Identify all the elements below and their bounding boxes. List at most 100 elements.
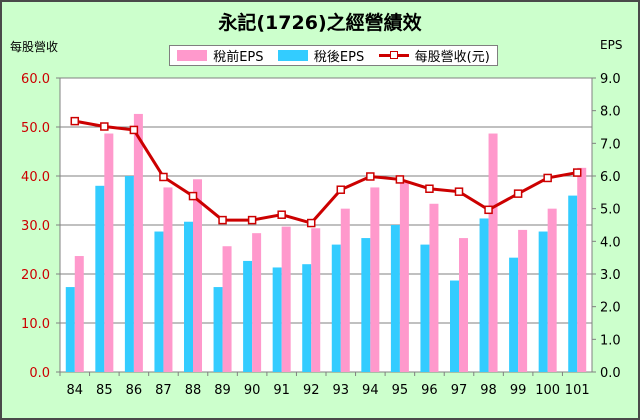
point-revenue xyxy=(572,168,582,177)
bar-pretax-eps xyxy=(399,182,409,372)
bar-aftertax-eps xyxy=(124,176,134,372)
point-revenue xyxy=(277,210,286,219)
left-tick-label: 50.0 xyxy=(21,121,50,136)
bar-pretax-eps xyxy=(311,228,321,372)
x-tick-label: 100 xyxy=(535,383,560,398)
bar-pretax-eps xyxy=(577,167,587,372)
bar-pretax-eps xyxy=(133,113,143,372)
bar-pretax-eps xyxy=(104,133,114,372)
left-tick-label: 60.0 xyxy=(21,72,50,87)
x-tick-label: 87 xyxy=(155,383,172,398)
right-axis-title: EPS xyxy=(600,38,623,52)
bar-aftertax-eps xyxy=(95,185,105,372)
bar-aftertax-eps xyxy=(390,225,400,372)
legend-label-aftertax: 稅後EPS xyxy=(313,50,365,65)
legend-swatch-aftertax xyxy=(277,50,308,61)
bar-aftertax-eps xyxy=(361,238,371,372)
x-tick-label: 93 xyxy=(333,383,350,398)
point-revenue xyxy=(159,172,168,182)
legend-swatch-pretax xyxy=(177,50,208,61)
right-tick-label: 0.0 xyxy=(600,366,621,381)
legend-item-pretax: 稅前EPS xyxy=(177,46,264,65)
left-tick-label: 0.0 xyxy=(29,366,50,381)
bar-pretax-eps xyxy=(163,187,173,372)
point-revenue xyxy=(70,116,80,126)
left-axis-title: 每股營收 xyxy=(10,40,59,54)
point-revenue xyxy=(129,125,139,135)
point-revenue xyxy=(306,218,316,228)
legend-label-pretax: 稅前EPS xyxy=(213,50,264,65)
point-revenue xyxy=(513,189,523,198)
point-revenue xyxy=(543,173,552,183)
right-tick-label: 3.0 xyxy=(600,268,621,283)
x-tick-label: 84 xyxy=(67,383,84,398)
line-revenue xyxy=(74,119,578,225)
x-tick-label: 92 xyxy=(303,383,320,398)
bar-pretax-eps xyxy=(222,246,232,372)
left-tick-label: 30.0 xyxy=(21,219,50,234)
bar-pretax-eps xyxy=(459,238,468,372)
bar-aftertax-eps xyxy=(479,218,489,372)
legend: 稅前EPS 稅後EPS 每股營收(元) xyxy=(169,45,498,66)
right-tick-label: 6.0 xyxy=(600,170,621,185)
bar-aftertax-eps xyxy=(154,231,164,372)
point-revenue xyxy=(188,191,198,201)
bar-aftertax-eps xyxy=(538,231,548,372)
x-tick-label: 85 xyxy=(96,383,113,398)
x-tick-label: 99 xyxy=(510,383,527,398)
right-tick-label: 1.0 xyxy=(600,333,621,348)
bar-aftertax-eps xyxy=(420,244,430,372)
bar-pretax-eps xyxy=(252,233,262,372)
bar-aftertax-eps xyxy=(65,287,75,372)
x-tick-label: 91 xyxy=(273,383,290,398)
x-tick-label: 90 xyxy=(244,383,261,398)
chart-title: 永記(1726)之經營績效 xyxy=(218,12,422,34)
right-tick-label: 2.0 xyxy=(600,301,621,316)
legend-label-revenue: 每股營收(元) xyxy=(414,50,490,65)
x-tick-label: 97 xyxy=(451,383,468,398)
x-tick-label: 96 xyxy=(421,383,438,398)
bar-aftertax-eps xyxy=(243,260,253,372)
legend-item-revenue: 每股營收(元) xyxy=(378,46,490,65)
legend-swatch-revenue xyxy=(378,50,409,61)
right-tick-label: 5.0 xyxy=(600,203,621,218)
x-tick-label: 86 xyxy=(126,383,143,398)
point-revenue xyxy=(247,215,257,225)
x-tick-label: 89 xyxy=(214,383,231,398)
x-tick-label: 101 xyxy=(565,383,590,398)
bar-pretax-eps xyxy=(488,133,498,372)
point-revenue xyxy=(336,185,346,194)
point-revenue xyxy=(218,215,227,225)
bar-aftertax-eps xyxy=(568,195,578,372)
bar-aftertax-eps xyxy=(450,280,459,372)
right-tick-label: 9.0 xyxy=(600,72,621,87)
x-tick-label: 95 xyxy=(392,383,409,398)
bar-pretax-eps xyxy=(370,187,380,372)
bar-aftertax-eps xyxy=(331,244,341,372)
bar-aftertax-eps xyxy=(272,267,282,372)
bar-aftertax-eps xyxy=(184,221,193,372)
bar-pretax-eps xyxy=(281,226,291,372)
bar-pretax-eps xyxy=(518,229,528,372)
bar-aftertax-eps xyxy=(213,287,223,372)
point-revenue xyxy=(425,184,434,193)
bar-pretax-eps xyxy=(193,179,202,372)
bar-pretax-eps xyxy=(547,208,557,372)
right-tick-label: 8.0 xyxy=(600,105,621,120)
point-revenue xyxy=(366,172,375,181)
left-tick-label: 40.0 xyxy=(21,170,50,185)
bar-pretax-eps xyxy=(74,256,84,372)
right-tick-label: 7.0 xyxy=(600,137,621,152)
bar-pretax-eps xyxy=(340,208,350,372)
x-tick-label: 98 xyxy=(480,383,497,398)
point-revenue xyxy=(100,122,109,131)
x-tick-label: 94 xyxy=(362,383,379,398)
right-tick-label: 4.0 xyxy=(600,235,621,250)
bar-aftertax-eps xyxy=(302,264,312,372)
point-revenue xyxy=(395,175,405,184)
left-tick-label: 20.0 xyxy=(21,268,50,283)
legend-item-aftertax: 稅後EPS xyxy=(277,46,365,65)
left-tick-label: 10.0 xyxy=(21,317,50,332)
